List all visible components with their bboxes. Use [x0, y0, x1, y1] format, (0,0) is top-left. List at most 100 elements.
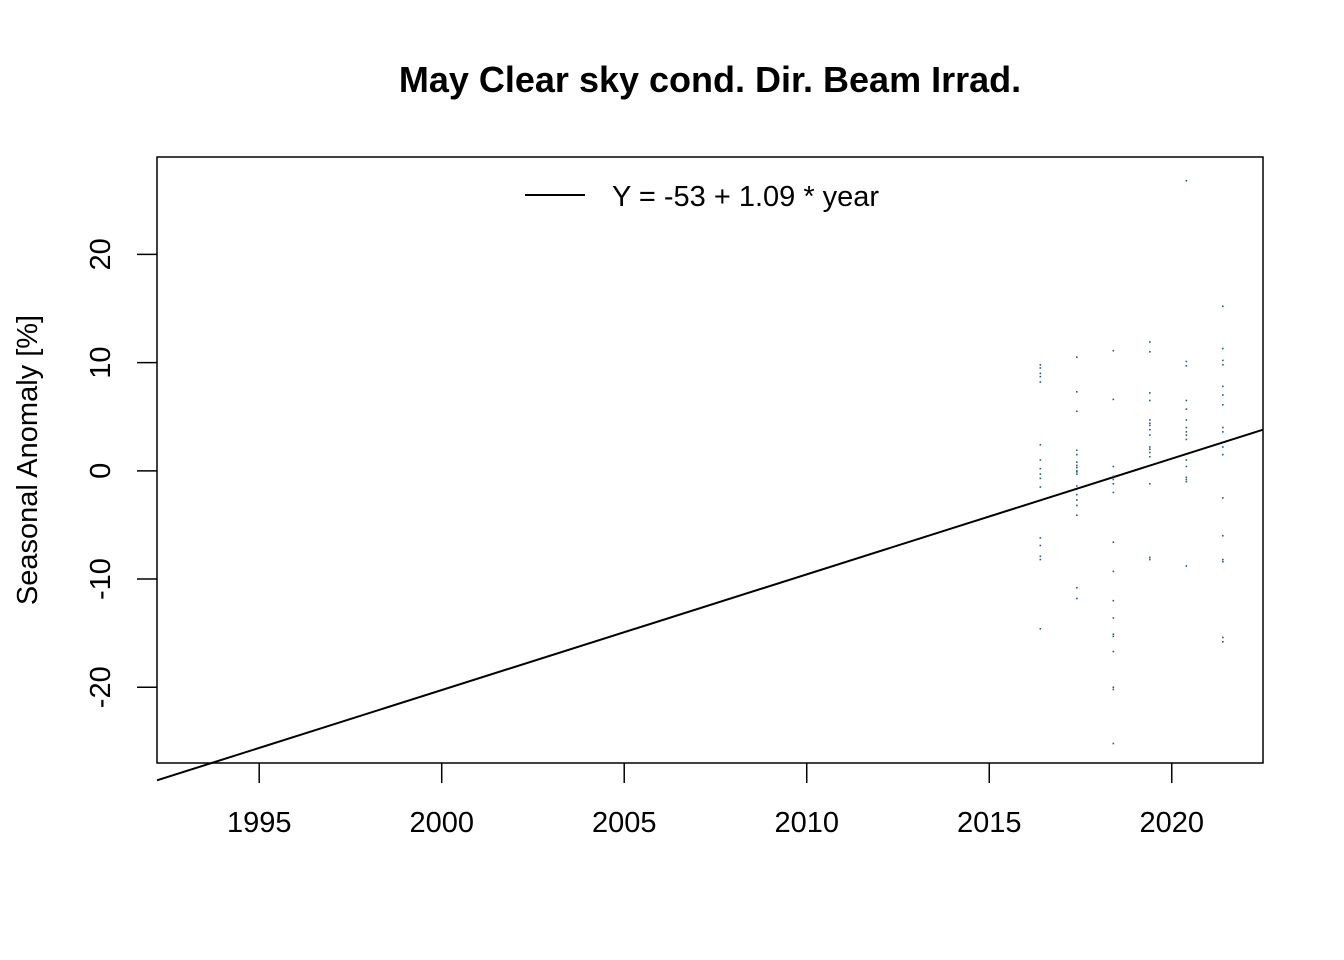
data-point — [1185, 480, 1188, 483]
data-point — [1149, 350, 1151, 353]
data-point — [1149, 558, 1151, 561]
data-point — [1222, 305, 1224, 308]
data-point — [1185, 434, 1188, 436]
data-point — [1039, 558, 1042, 561]
data-point — [1076, 504, 1078, 507]
data-point — [1112, 349, 1115, 352]
data-point — [1076, 493, 1078, 496]
data-point — [1222, 431, 1224, 433]
x-tick-label: 2000 — [409, 807, 474, 839]
y-tick-label: 10 — [85, 346, 117, 378]
data-point — [1076, 410, 1078, 413]
data-point — [1112, 617, 1115, 619]
data-point — [1039, 473, 1042, 475]
data-point — [1112, 650, 1115, 653]
data-point — [1112, 688, 1115, 691]
data-point — [1149, 424, 1151, 427]
data-point — [1222, 636, 1224, 639]
data-point — [1185, 180, 1188, 182]
data-point — [1222, 385, 1224, 388]
data-point — [1076, 464, 1078, 467]
data-point — [1149, 446, 1151, 448]
data-point — [1039, 477, 1042, 480]
data-point — [1112, 465, 1115, 468]
data-point — [1039, 459, 1042, 461]
data-point — [1076, 473, 1078, 475]
data-point — [1222, 641, 1224, 643]
y-tick-label: -10 — [85, 558, 117, 600]
legend-entry-label: Y = -53 + 1.09 * year — [612, 181, 879, 213]
data-point — [1039, 555, 1042, 558]
y-axis-label: Seasonal Anomaly [%] — [12, 315, 44, 605]
data-point — [1149, 434, 1151, 436]
data-point — [1185, 426, 1188, 429]
data-point — [1039, 372, 1042, 375]
data-point — [1112, 635, 1115, 638]
data-point — [1222, 534, 1224, 537]
data-point — [1185, 565, 1188, 567]
data-point — [1222, 404, 1224, 406]
data-point — [1222, 497, 1224, 499]
data-point — [1185, 438, 1188, 441]
x-axis: 1995 2000 2005 2010 2015 2020 — [227, 763, 1204, 839]
data-point — [1112, 633, 1115, 636]
plot-frame — [156, 156, 1264, 764]
x-tick-label: 2010 — [774, 807, 839, 839]
data-point — [1185, 360, 1188, 363]
data-point — [1149, 448, 1151, 450]
data-point — [1076, 461, 1078, 463]
y-tick-label: 20 — [85, 238, 117, 270]
x-tick-label: 1995 — [227, 807, 292, 839]
data-point — [1149, 428, 1151, 431]
data-point — [1185, 476, 1188, 479]
data-point — [1112, 570, 1115, 573]
data-point — [1112, 541, 1115, 544]
data-point — [1222, 363, 1224, 366]
x-tick-label: 2015 — [957, 807, 1022, 839]
data-point — [1222, 560, 1224, 563]
data-point — [1076, 485, 1078, 487]
data-point — [1039, 367, 1042, 369]
data-point — [1076, 391, 1078, 393]
data-point — [1222, 453, 1224, 456]
data-point — [1076, 471, 1078, 473]
data-point — [1222, 426, 1224, 429]
data-point — [1222, 359, 1224, 362]
data-point — [1039, 544, 1042, 547]
data-point — [1039, 537, 1042, 539]
data-point — [1185, 419, 1188, 421]
y-tick-label: -20 — [85, 666, 117, 708]
data-point — [1112, 742, 1115, 745]
data-point — [1149, 483, 1151, 485]
data-point — [1112, 686, 1115, 689]
data-point — [1039, 444, 1042, 446]
data-point — [1039, 375, 1042, 378]
data-point — [1149, 556, 1151, 559]
data-point — [1076, 453, 1078, 456]
data-point — [1112, 475, 1115, 478]
data-point — [1185, 465, 1188, 468]
data-point — [1222, 347, 1224, 350]
data-point — [1149, 451, 1151, 454]
data-point — [1185, 408, 1188, 410]
data-point — [1149, 341, 1151, 343]
data-point — [1149, 419, 1151, 421]
data-point — [1149, 392, 1151, 394]
data-point — [1039, 467, 1042, 470]
y-axis: -20 -10 0 10 20 — [85, 238, 157, 708]
x-tick-label: 2020 — [1139, 807, 1204, 839]
data-point — [1076, 356, 1078, 358]
data-point — [1149, 455, 1151, 458]
data-point — [1149, 399, 1151, 402]
data-point — [1185, 478, 1188, 481]
data-point — [1185, 459, 1188, 461]
y-tick-label: 0 — [85, 463, 117, 479]
data-point — [1076, 597, 1078, 600]
data-point — [1222, 446, 1224, 448]
plot-marks — [156, 180, 1264, 782]
data-point — [1076, 449, 1078, 452]
x-tick-label: 2005 — [592, 807, 657, 839]
data-point — [1112, 599, 1115, 602]
data-point — [1112, 478, 1115, 481]
